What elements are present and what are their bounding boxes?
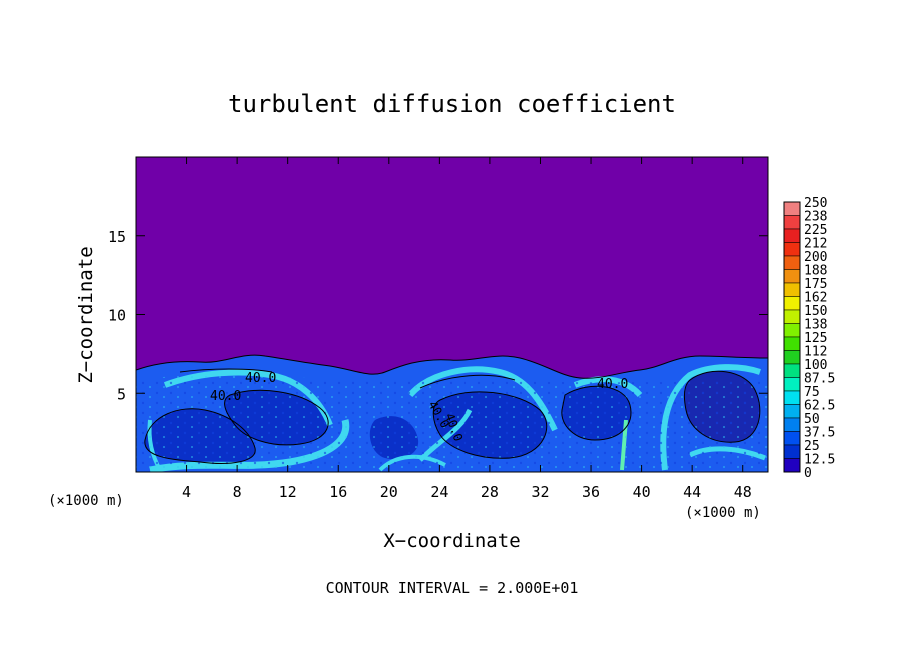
x-axis: 4 8 12 16 20 24 28 32 36 40 44 48 xyxy=(182,157,752,501)
x-axis-label: X−coordinate xyxy=(383,530,520,552)
colorbar-label: 250 xyxy=(804,196,827,211)
y-axis-label: Z−coordinate xyxy=(75,246,97,383)
contour-label: 40.0 xyxy=(245,371,276,386)
colorbar-segment xyxy=(783,309,801,324)
colorbar-segment xyxy=(783,404,801,419)
contours xyxy=(136,354,768,464)
contour-label: 40.0 xyxy=(597,377,628,392)
colorbar-label: 238 xyxy=(804,210,827,225)
x-tick-label: 32 xyxy=(531,483,549,501)
colorbar-label: 112 xyxy=(804,345,827,360)
colorbar-label: 200 xyxy=(804,250,827,265)
colorbar-segment xyxy=(783,390,801,405)
colorbar-label: 150 xyxy=(804,304,827,319)
footer-text: CONTOUR INTERVAL = 2.000E+01 xyxy=(326,579,579,597)
colorbar-segment xyxy=(783,350,801,365)
y-tick-label: 15 xyxy=(108,228,126,246)
x-tick-label: 48 xyxy=(734,483,752,501)
colorbar-label: 175 xyxy=(804,277,827,292)
colorbar-segment xyxy=(783,444,801,459)
y-tick-label: 10 xyxy=(108,307,126,325)
colorbar-label: 225 xyxy=(804,223,827,238)
colorbar-segment xyxy=(783,431,801,446)
colorbar-label: 212 xyxy=(804,237,827,252)
colorbar-label: 100 xyxy=(804,358,827,373)
colorbar-label: 75 xyxy=(804,385,820,400)
colorbar-segment xyxy=(783,377,801,392)
speckle xyxy=(136,375,768,472)
x-unit-right: (×1000 m) xyxy=(685,505,761,521)
colorbar-label: 138 xyxy=(804,318,827,333)
colorbar-segment xyxy=(783,215,801,230)
colorbar-label: 0 xyxy=(804,466,812,481)
x-tick-label: 36 xyxy=(582,483,600,501)
colorbar-segment xyxy=(783,255,801,270)
x-unit-left: (×1000 m) xyxy=(48,493,124,509)
x-tick-label: 44 xyxy=(683,483,701,501)
colorbar-segment xyxy=(783,363,801,378)
field xyxy=(136,354,768,472)
colorbar-segment xyxy=(783,336,801,351)
colorbar-label: 87.5 xyxy=(804,372,835,387)
colorbar-segment xyxy=(783,269,801,284)
x-tick-label: 28 xyxy=(481,483,499,501)
y-axis: 5 10 15 xyxy=(108,228,768,403)
colorbar-label: 125 xyxy=(804,331,827,346)
colorbar-segment xyxy=(783,228,801,243)
x-tick-label: 20 xyxy=(380,483,398,501)
colorbar-label: 50 xyxy=(804,412,820,427)
colorbar-label: 25 xyxy=(804,439,820,454)
colorbar-segment xyxy=(783,282,801,297)
colorbar-segment xyxy=(783,242,801,257)
contour-label: 40.0 xyxy=(210,389,241,404)
x-tick-label: 24 xyxy=(430,483,448,501)
colorbar-label: 188 xyxy=(804,264,827,279)
colorbar-segment xyxy=(783,323,801,338)
y-tick-label: 5 xyxy=(117,385,126,403)
chart-title: turbulent diffusion coefficient xyxy=(228,90,676,118)
colorbar-frame xyxy=(783,201,801,473)
x-tick-label: 16 xyxy=(329,483,347,501)
x-tick-label: 8 xyxy=(233,483,242,501)
x-tick-label: 12 xyxy=(279,483,297,501)
colorbar-segment xyxy=(783,417,801,432)
colorbar-label: 12.5 xyxy=(804,453,835,468)
colorbar: 2502382252122001881751621501381251121008… xyxy=(783,196,835,481)
colorbar-segment xyxy=(783,201,801,216)
colorbar-label: 62.5 xyxy=(804,399,835,414)
plot-area: 40.0 40.0 40.0 40.0 40.0 xyxy=(135,156,769,473)
x-tick-label: 4 xyxy=(182,483,191,501)
colorbar-label: 37.5 xyxy=(804,426,835,441)
x-tick-label: 40 xyxy=(633,483,651,501)
colorbar-segment xyxy=(783,458,801,473)
colorbar-segment xyxy=(783,296,801,311)
colorbar-label: 162 xyxy=(804,291,827,306)
